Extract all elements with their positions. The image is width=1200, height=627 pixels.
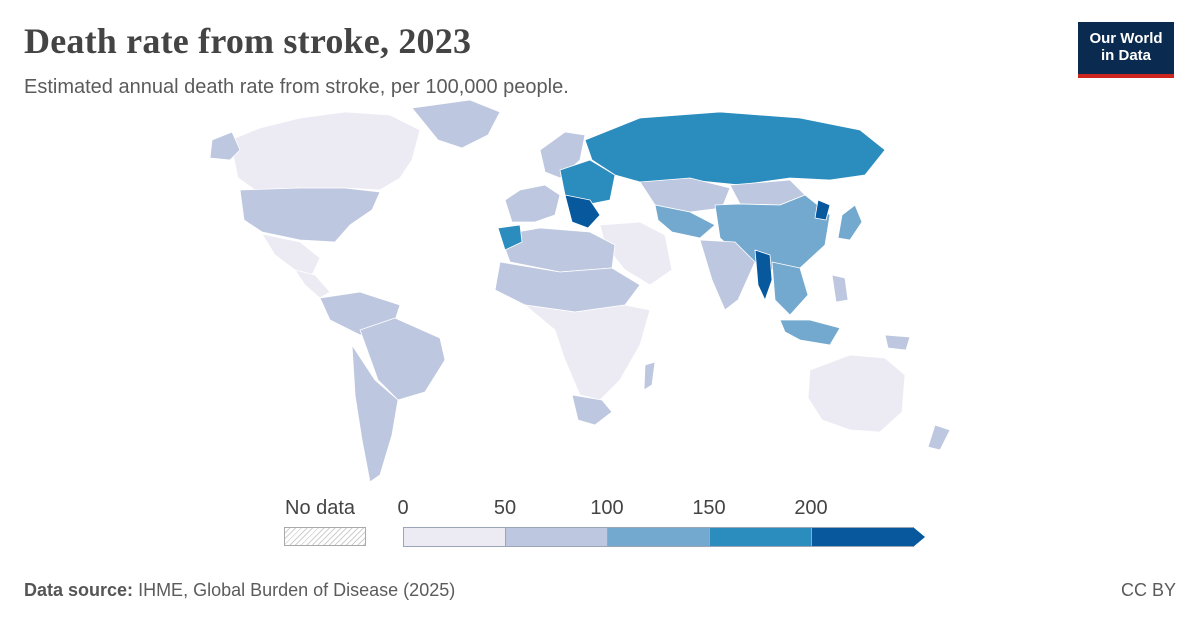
region-southern-cone[interactable] bbox=[351, 344, 399, 483]
region-myanmar[interactable] bbox=[754, 249, 773, 301]
region-south-africa[interactable] bbox=[571, 394, 613, 426]
data-source-label: Data source: bbox=[24, 580, 134, 600]
region-north-korea[interactable] bbox=[814, 199, 831, 221]
data-source: Data source: IHME, Global Burden of Dise… bbox=[24, 580, 455, 601]
region-papua-new-guinea[interactable] bbox=[884, 334, 911, 351]
region-indonesia[interactable] bbox=[779, 319, 841, 346]
region-north-africa[interactable] bbox=[499, 227, 616, 273]
chart-title: Death rate from stroke, 2023 bbox=[24, 21, 472, 61]
logo-line-1: Our World bbox=[1089, 30, 1163, 47]
region-madagascar[interactable] bbox=[643, 361, 656, 391]
region-southeast-asia[interactable] bbox=[771, 261, 809, 316]
region-scandinavia[interactable] bbox=[539, 131, 586, 179]
region-brazil[interactable] bbox=[359, 317, 446, 401]
region-australia[interactable] bbox=[807, 354, 906, 433]
logo-line-2: in Data bbox=[1100, 47, 1151, 64]
region-sub-saharan-africa[interactable] bbox=[524, 304, 651, 401]
license-label[interactable]: CC BY bbox=[1120, 580, 1176, 600]
region-alaska[interactable] bbox=[209, 131, 241, 161]
region-india[interactable] bbox=[699, 239, 756, 311]
region-central-asia[interactable] bbox=[654, 204, 716, 239]
region-japan[interactable] bbox=[837, 204, 863, 241]
region-united-states[interactable] bbox=[239, 187, 381, 243]
region-canada[interactable] bbox=[229, 111, 421, 191]
region-russia[interactable] bbox=[584, 111, 886, 186]
region-morocco[interactable] bbox=[497, 224, 523, 251]
owid-logo[interactable]: Our World in Data bbox=[1078, 22, 1174, 78]
region-new-zealand[interactable] bbox=[927, 424, 951, 451]
region-philippines[interactable] bbox=[831, 274, 849, 303]
chart-subtitle: Estimated annual death rate from stroke,… bbox=[24, 76, 569, 98]
region-central-america-caribbean[interactable] bbox=[294, 269, 331, 299]
data-source-text[interactable]: IHME, Global Burden of Disease (2025) bbox=[138, 580, 456, 600]
region-balkans[interactable] bbox=[564, 194, 601, 229]
region-western-europe[interactable] bbox=[504, 184, 561, 223]
region-greenland[interactable] bbox=[411, 99, 501, 149]
